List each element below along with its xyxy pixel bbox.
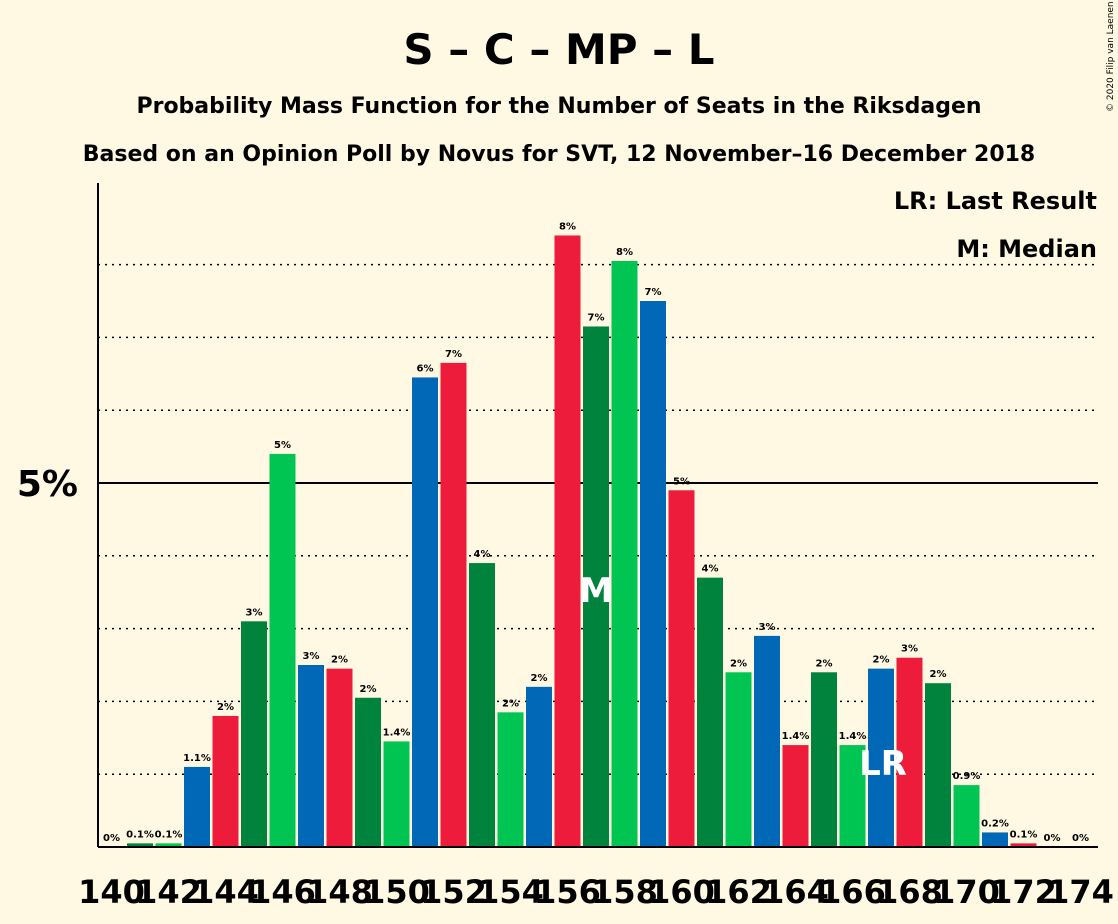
- x-tick-label-144: 144: [192, 873, 259, 911]
- bar-seat-147: [298, 665, 324, 847]
- value-label-seat-155: 2%: [531, 673, 548, 684]
- bar-seat-156: [554, 235, 581, 848]
- x-tick-label-146: 146: [249, 873, 316, 911]
- value-label-seat-149: 2%: [360, 684, 377, 695]
- value-label-seat-159: 7%: [645, 287, 662, 298]
- value-label-seat-167: 2%: [873, 655, 890, 666]
- legend-last-result: LR: Last Result: [894, 187, 1097, 215]
- x-tick-label-166: 166: [819, 873, 886, 911]
- bar-seat-141: [127, 843, 153, 847]
- x-tick-label-158: 158: [591, 873, 658, 911]
- value-label-seat-140: 0%: [103, 833, 120, 844]
- value-label-seat-172: 0.1%: [1010, 829, 1038, 840]
- bar-seat-146: [269, 453, 296, 847]
- value-label-seat-168: 3%: [901, 644, 918, 655]
- x-tick-label-170: 170: [933, 873, 1000, 911]
- value-label-seat-174: 0%: [1072, 833, 1089, 844]
- bar-seat-169: [925, 683, 951, 847]
- bar-seat-172: [1010, 843, 1037, 847]
- chart-subtitle-2: Based on an Opinion Poll by Novus for SV…: [83, 142, 1036, 167]
- value-label-seat-150: 1.4%: [383, 727, 411, 738]
- bar-seat-155: [526, 686, 552, 847]
- y-tick-label: 5%: [17, 464, 78, 505]
- value-labels: 0% 0.1% 0.1%1.1%2%3%5%3% 2%2%1.4%6%7%4%2%2%…: [103, 221, 1089, 844]
- bar-seat-145: [241, 621, 267, 847]
- bar-seat-151: [412, 377, 438, 847]
- value-label-seat-154: 2%: [502, 698, 519, 709]
- x-tick-label-142: 142: [135, 873, 202, 911]
- bar-seat-162: [725, 672, 752, 847]
- value-label-seat-146: 5%: [274, 440, 291, 451]
- value-label-seat-166: 1.4%: [839, 731, 867, 742]
- bar-seat-164: [782, 745, 809, 847]
- value-label-seat-156: 8%: [559, 221, 576, 232]
- bar-seat-163: [754, 635, 780, 847]
- bar-seat-148: [326, 668, 353, 847]
- bar-seat-142: [155, 843, 182, 847]
- value-label-seat-171: 0.2%: [981, 818, 1009, 829]
- value-label-seat-151: 6%: [417, 363, 434, 374]
- bar-seat-160: [668, 490, 695, 847]
- axes: 5%14014214414614815015215415615816016216…: [17, 183, 1114, 911]
- bar-seat-170: [953, 785, 980, 847]
- bar-seat-150: [383, 741, 410, 847]
- value-label-seat-164: 1.4%: [782, 731, 810, 742]
- median-marker: M: [579, 571, 613, 611]
- bar-seat-161: [697, 577, 723, 847]
- bar-seat-165: [811, 672, 837, 847]
- x-tick-label-168: 168: [876, 873, 943, 911]
- value-label-seat-169: 2%: [930, 669, 947, 680]
- value-label-seat-161: 4%: [702, 564, 719, 575]
- value-label-seat-142: 0.1%: [155, 829, 183, 840]
- x-tick-label-174: 174: [1047, 873, 1114, 911]
- value-label-seat-173: 0%: [1044, 833, 1061, 844]
- value-label-seat-143: 1.1%: [183, 753, 211, 764]
- bar-seat-144: [212, 715, 239, 847]
- value-label-seat-152: 7%: [445, 349, 462, 360]
- value-label-seat-153: 4%: [474, 549, 491, 560]
- value-label-seat-141: 0.1%: [126, 829, 154, 840]
- x-tick-label-172: 172: [990, 873, 1057, 911]
- bar-seat-166: [839, 745, 866, 847]
- bar-seat-168: [896, 657, 923, 847]
- x-tick-label-164: 164: [762, 873, 829, 911]
- value-label-seat-160: 5%: [673, 476, 690, 487]
- last-result-marker: LR: [859, 744, 907, 784]
- value-label-seat-170: 0.9%: [953, 771, 981, 782]
- x-tick-label-162: 162: [705, 873, 772, 911]
- bar-seat-153: [469, 563, 495, 847]
- value-label-seat-144: 2%: [217, 702, 234, 713]
- bar-seat-157: [583, 326, 609, 848]
- bar-seat-143: [184, 766, 210, 847]
- bar-seat-154: [497, 712, 524, 847]
- x-tick-label-154: 154: [477, 873, 544, 911]
- value-label-seat-148: 2%: [331, 655, 348, 666]
- x-tick-label-148: 148: [306, 873, 373, 911]
- chart-subtitle: Probability Mass Function for the Number…: [136, 94, 981, 119]
- value-label-seat-145: 3%: [246, 607, 263, 618]
- bar-seat-171: [982, 832, 1008, 847]
- bar-seat-158: [611, 260, 638, 848]
- value-label-seat-147: 3%: [303, 651, 320, 662]
- value-label-seat-163: 3%: [759, 622, 776, 633]
- x-tick-label-156: 156: [534, 873, 601, 911]
- x-tick-label-140: 140: [78, 873, 145, 911]
- x-tick-label-152: 152: [420, 873, 487, 911]
- value-label-seat-158: 8%: [616, 247, 633, 258]
- value-label-seat-157: 7%: [588, 312, 605, 323]
- x-tick-label-150: 150: [363, 873, 430, 911]
- bars: [127, 235, 1037, 848]
- value-label-seat-162: 2%: [730, 658, 747, 669]
- x-tick-label-160: 160: [648, 873, 715, 911]
- bar-seat-159: [640, 301, 666, 847]
- bar-seat-152: [440, 362, 467, 847]
- chart-title: S – C – MP – L: [403, 25, 714, 74]
- bar-seat-149: [355, 697, 381, 847]
- bar-seat-167: [868, 668, 894, 847]
- copyright-text: © 2020 Filip van Laenen: [1106, 1, 1116, 112]
- legend-median: M: Median: [956, 235, 1097, 263]
- value-label-seat-165: 2%: [816, 658, 833, 669]
